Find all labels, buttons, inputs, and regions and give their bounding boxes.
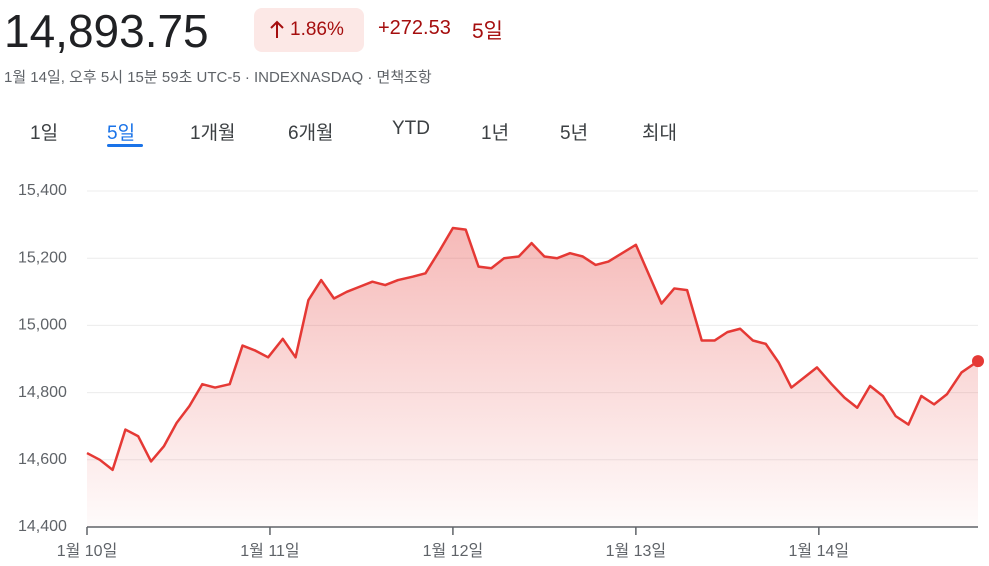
change-percent: 1.86% (290, 19, 344, 40)
y-tick-label: 15,200 (18, 249, 67, 266)
tab[interactable]: 1일 (30, 123, 59, 144)
tab[interactable]: 1개월 (190, 123, 236, 144)
tab-underline (107, 144, 143, 147)
last-point (972, 355, 984, 368)
subtitle: 1월 14일, 오후 5시 15분 59초 UTC-5 · INDEXNASDA… (4, 69, 432, 86)
up-arrow (270, 20, 284, 38)
price-line (86, 226, 979, 472)
tab[interactable]: 최대 (642, 123, 677, 144)
y-tick-label: 14,600 (18, 451, 67, 468)
tab[interactable]: 5일 (107, 123, 136, 144)
x-tick-label: 1월 12일 (423, 542, 484, 560)
tab[interactable]: 6개월 (288, 123, 334, 144)
x-tick-label: 1월 11일 (240, 542, 299, 560)
y-tick-label: 15,000 (18, 317, 67, 334)
area (87, 227, 978, 527)
x-tick-label: 1월 13일 (606, 542, 667, 560)
change: +272.53 (378, 17, 451, 39)
y-tick-label: 14,400 (18, 518, 67, 535)
period: 5일 (472, 20, 503, 43)
tab[interactable]: 1년 (481, 123, 510, 144)
y-tick-label: 14,800 (18, 384, 67, 401)
x-tick-label: 1월 14일 (789, 542, 850, 560)
change-badge (254, 8, 364, 52)
tab[interactable]: YTD (392, 118, 430, 139)
x-tick-label: 1월 10일 (57, 542, 118, 560)
y-tick-label: 15,400 (18, 182, 67, 199)
tab[interactable]: 5년 (560, 123, 589, 144)
price: 14,893.75 (4, 5, 209, 57)
